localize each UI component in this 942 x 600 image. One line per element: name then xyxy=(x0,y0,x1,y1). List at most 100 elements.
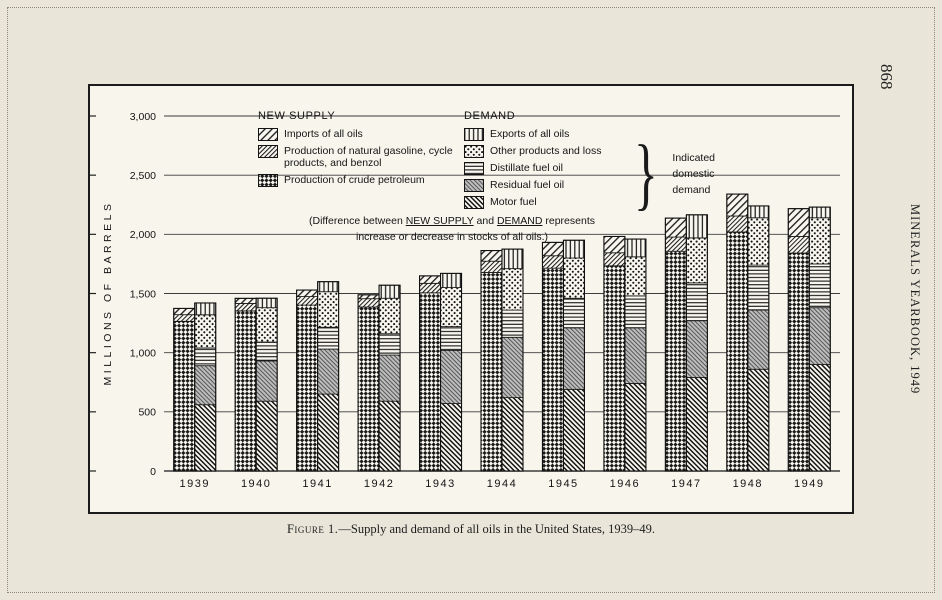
bar-segment xyxy=(563,239,585,259)
bar-segment xyxy=(685,282,708,322)
bar-segment xyxy=(480,272,503,472)
bars xyxy=(173,193,831,472)
y-tick-label: 0 xyxy=(150,466,156,478)
bar-segment xyxy=(419,292,441,472)
y-axis-title: MILLIONS OF BARRELS xyxy=(102,201,114,386)
bar-segment xyxy=(747,217,770,266)
y-tick-label: 1,000 xyxy=(130,347,156,359)
x-axis-year-label: 1944 xyxy=(487,478,517,490)
bar-segment xyxy=(255,400,278,472)
y-tick-label: 2,000 xyxy=(130,229,156,241)
bar-segment xyxy=(480,250,503,262)
bar-segment xyxy=(685,377,708,472)
y-axis-labels: 0 500 1,000 1,500 2,000 2,500 3,000 MILLIONS OF… xyxy=(102,111,156,478)
bar-segment xyxy=(378,333,401,356)
bar-segment xyxy=(624,256,647,297)
bar-segment xyxy=(808,263,831,309)
bar-segment xyxy=(357,294,380,300)
journal-title-sidebar: MINERALS YEARBOOK, 1949 xyxy=(908,204,922,395)
x-axis-year-label: 1948 xyxy=(733,478,763,490)
bar-segment xyxy=(317,326,340,350)
bar-segment xyxy=(501,336,524,399)
bar-outline xyxy=(562,239,586,472)
bar-segment xyxy=(624,383,647,472)
bar-segment xyxy=(317,281,340,293)
bar-segment xyxy=(234,297,257,304)
bar-segment xyxy=(542,267,564,472)
bar-segment xyxy=(194,347,217,367)
bar-segment xyxy=(440,403,462,472)
bar-segment xyxy=(603,252,626,267)
bar-segment xyxy=(726,215,749,233)
bar-segment xyxy=(378,284,401,299)
y-tick-label: 3,000 xyxy=(130,111,156,123)
bar-segment xyxy=(378,297,401,335)
bar-segment xyxy=(296,289,319,297)
bar-segment xyxy=(603,236,626,254)
bar-segment xyxy=(501,248,524,270)
bar-segment xyxy=(378,400,401,472)
chart-figure: 0 500 1,000 1,500 2,000 2,500 3,000 MILLIONS OF… xyxy=(88,84,854,514)
bar-segment xyxy=(563,297,585,329)
y-tick-label: 1,500 xyxy=(130,288,156,300)
bar-segment xyxy=(296,304,319,472)
x-axis-year-label: 1949 xyxy=(794,478,824,490)
bar-outline xyxy=(317,281,340,472)
x-axis-year-label: 1941 xyxy=(302,478,332,490)
bar-segment xyxy=(255,341,278,362)
bar-outline xyxy=(194,302,217,472)
bar-segment xyxy=(440,326,462,351)
bar-segment xyxy=(808,217,831,265)
y-tick-label: 500 xyxy=(138,407,156,419)
bar-outline xyxy=(685,214,708,472)
bar-segment xyxy=(624,327,647,384)
bar-segment xyxy=(664,250,687,472)
bar-segment xyxy=(480,260,503,273)
bar-segment xyxy=(173,314,196,322)
x-axis-labels: 1939 1940 1941 1942 1943 1944 1945 1946 1947 1948… xyxy=(179,478,824,490)
bar-outline xyxy=(808,206,831,472)
bar-segment xyxy=(317,348,340,395)
bar-segment xyxy=(378,354,401,402)
bar-segment xyxy=(234,303,257,312)
bar-segment xyxy=(173,308,196,316)
bar-segment xyxy=(726,193,749,217)
bar-segment xyxy=(440,287,462,328)
bar-segment xyxy=(317,291,340,328)
figure-number: Figure 1. xyxy=(286,522,339,536)
bar-segment xyxy=(173,320,196,472)
bar-segment xyxy=(255,297,278,309)
bar-segment xyxy=(787,252,810,472)
bar-segment xyxy=(603,265,626,472)
bar-segment xyxy=(542,255,564,269)
bar-segment xyxy=(357,298,380,308)
chart-canvas: 0 500 1,000 1,500 2,000 2,500 3,000 MILLIONS OF… xyxy=(90,111,840,490)
y-tick-label: 2,500 xyxy=(130,170,156,182)
bar-segment xyxy=(685,237,708,284)
x-axis-year-label: 1945 xyxy=(548,478,578,490)
bar-segment xyxy=(440,349,462,404)
x-axis-year-label: 1940 xyxy=(241,478,271,490)
bar-outline xyxy=(439,272,463,472)
bar-outline xyxy=(378,284,401,472)
bar-segment xyxy=(501,397,524,472)
bar-segment xyxy=(726,231,749,472)
bar-outline xyxy=(624,238,647,472)
x-axis-year-label: 1942 xyxy=(364,478,394,490)
bar-segment xyxy=(664,236,687,252)
bar-segment xyxy=(808,307,831,365)
bar-segment xyxy=(419,282,441,294)
bar-segment xyxy=(563,388,585,472)
bar-segment xyxy=(747,309,770,370)
bar-segment xyxy=(787,208,810,237)
bar-segment xyxy=(501,268,524,311)
bar-segment xyxy=(194,365,217,406)
bar-segment xyxy=(808,206,831,219)
x-axis-year-label: 1946 xyxy=(610,478,640,490)
figure-caption-text: —Supply and demand of all oils in the Un… xyxy=(338,522,656,536)
bar-segment xyxy=(563,327,585,390)
bar-segment xyxy=(787,236,810,254)
x-axis-year-label: 1947 xyxy=(671,478,701,490)
bar-segment xyxy=(357,306,380,472)
